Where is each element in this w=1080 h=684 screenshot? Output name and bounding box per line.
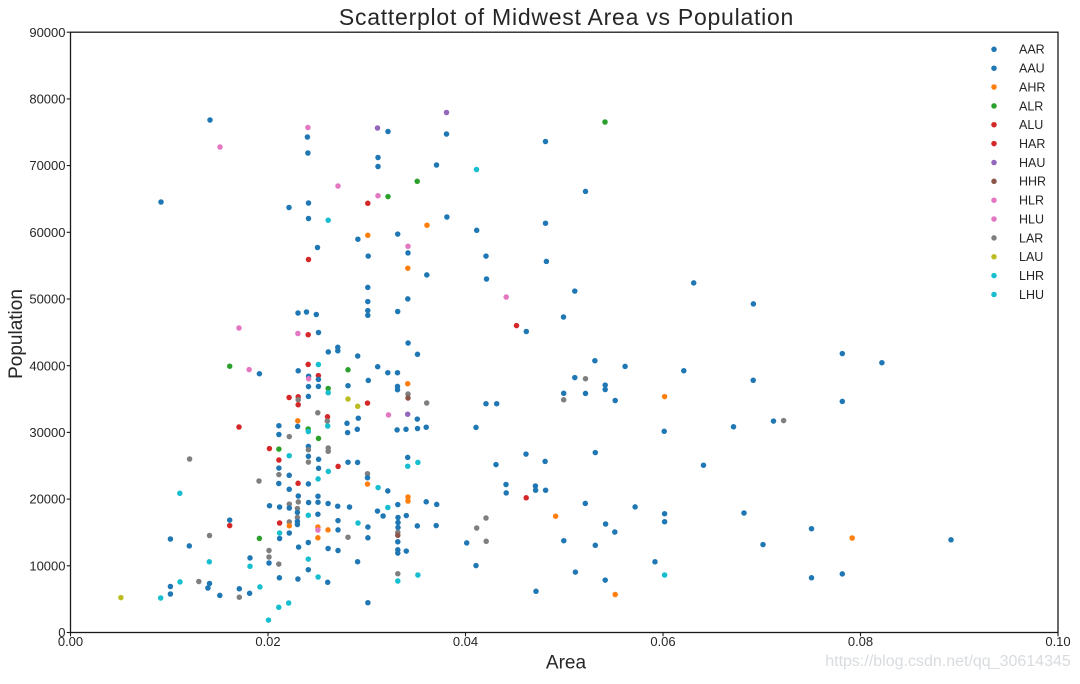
svg-text:AAU: AAU bbox=[1019, 62, 1045, 76]
svg-text:AHR: AHR bbox=[1019, 80, 1045, 94]
svg-text:90000: 90000 bbox=[29, 25, 65, 40]
svg-text:https://blog.csdn.net/qq_30614: https://blog.csdn.net/qq_30614345 bbox=[825, 653, 1071, 670]
svg-text:0.08: 0.08 bbox=[848, 634, 873, 649]
svg-text:30000: 30000 bbox=[29, 425, 65, 440]
svg-text:0.04: 0.04 bbox=[453, 634, 478, 649]
svg-text:AAR: AAR bbox=[1019, 43, 1045, 57]
svg-text:LAU: LAU bbox=[1019, 250, 1043, 264]
svg-text:HLU: HLU bbox=[1019, 212, 1044, 226]
svg-text:60000: 60000 bbox=[29, 225, 65, 240]
svg-text:Area: Area bbox=[546, 653, 587, 674]
svg-text:40000: 40000 bbox=[29, 358, 65, 373]
svg-text:HHR: HHR bbox=[1019, 175, 1046, 189]
svg-text:70000: 70000 bbox=[29, 158, 65, 173]
svg-text:HAR: HAR bbox=[1019, 137, 1045, 151]
svg-text:50000: 50000 bbox=[29, 292, 65, 307]
svg-text:LAR: LAR bbox=[1019, 231, 1043, 245]
svg-text:0.10: 0.10 bbox=[1045, 634, 1070, 649]
svg-text:LHR: LHR bbox=[1019, 269, 1044, 283]
svg-text:0.06: 0.06 bbox=[650, 634, 675, 649]
svg-text:0: 0 bbox=[58, 625, 65, 640]
svg-text:ALR: ALR bbox=[1019, 99, 1043, 113]
svg-text:HAU: HAU bbox=[1019, 156, 1045, 170]
svg-text:Scatterplot of Midwest Area vs: Scatterplot of Midwest Area vs Populatio… bbox=[339, 4, 794, 30]
svg-text:0.02: 0.02 bbox=[255, 634, 280, 649]
svg-text:20000: 20000 bbox=[29, 492, 65, 507]
svg-text:LHU: LHU bbox=[1019, 288, 1044, 302]
svg-text:Population: Population bbox=[6, 289, 27, 379]
svg-text:0.00: 0.00 bbox=[58, 634, 83, 649]
svg-text:10000: 10000 bbox=[29, 558, 65, 573]
svg-text:HLR: HLR bbox=[1019, 194, 1044, 208]
svg-text:ALU: ALU bbox=[1019, 118, 1043, 132]
svg-text:80000: 80000 bbox=[29, 92, 65, 107]
